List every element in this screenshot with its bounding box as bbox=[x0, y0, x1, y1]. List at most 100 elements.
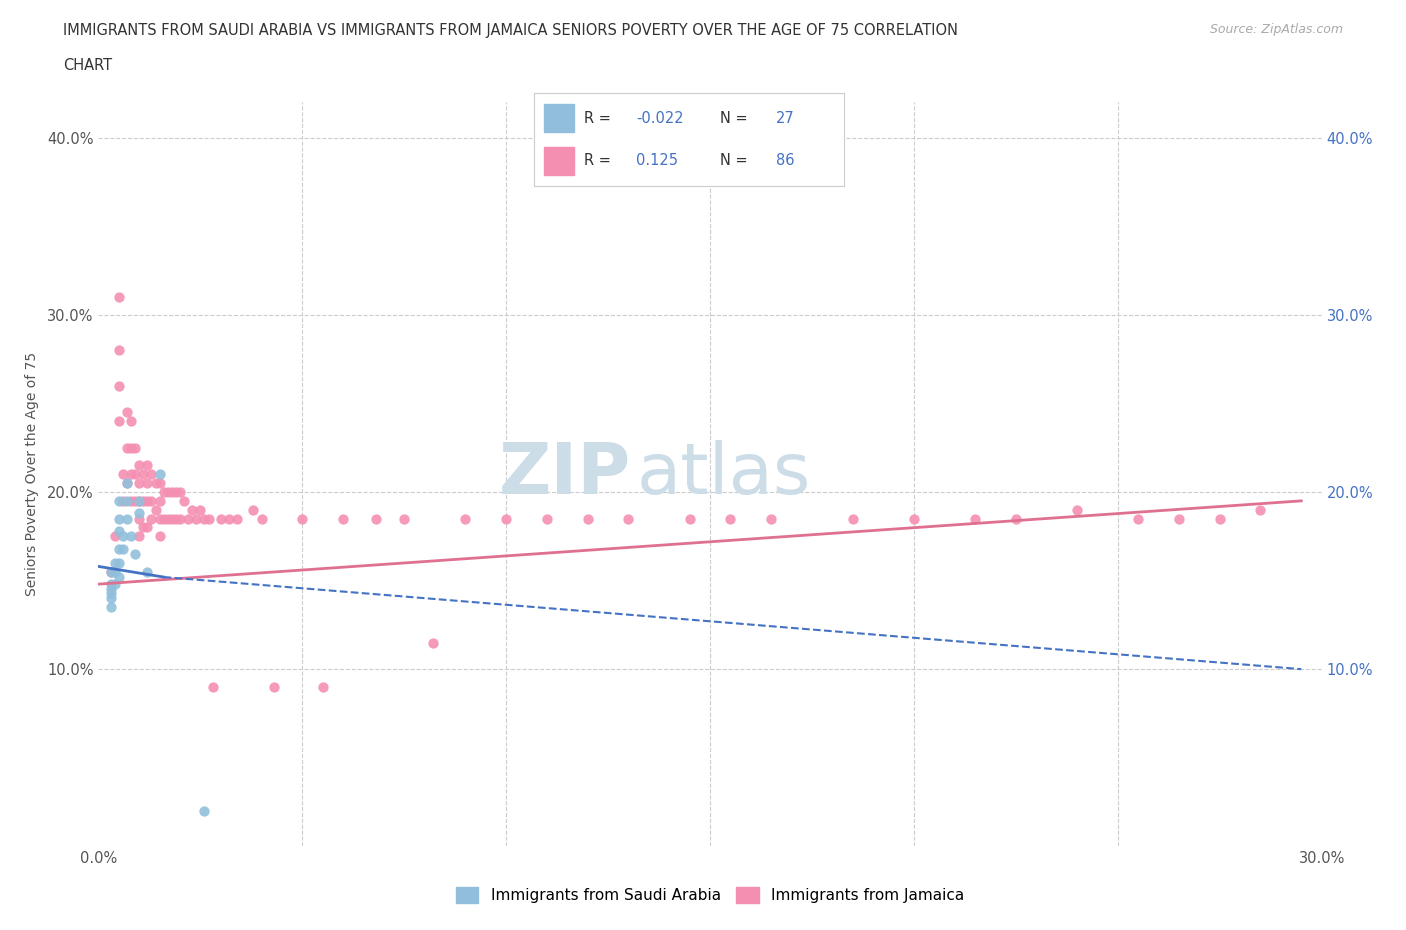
Point bbox=[132, 520, 155, 535]
Point bbox=[108, 524, 131, 538]
Text: N =: N = bbox=[720, 111, 752, 126]
Point bbox=[120, 467, 142, 482]
Point bbox=[111, 494, 134, 509]
Point bbox=[149, 529, 172, 544]
Point bbox=[136, 494, 159, 509]
Point bbox=[145, 476, 167, 491]
Point bbox=[165, 512, 187, 526]
Point bbox=[173, 494, 195, 509]
Point bbox=[141, 512, 163, 526]
Point bbox=[761, 512, 783, 526]
Point bbox=[332, 512, 354, 526]
Point bbox=[124, 467, 146, 482]
Point bbox=[149, 512, 172, 526]
Point bbox=[160, 512, 183, 526]
Point bbox=[100, 565, 122, 579]
Point bbox=[250, 512, 273, 526]
Text: ZIP: ZIP bbox=[498, 440, 630, 509]
Point bbox=[120, 440, 142, 455]
Text: CHART: CHART bbox=[63, 58, 112, 73]
Y-axis label: Seniors Poverty Over the Age of 75: Seniors Poverty Over the Age of 75 bbox=[24, 352, 38, 596]
Point bbox=[679, 512, 702, 526]
Point bbox=[111, 467, 134, 482]
Point bbox=[120, 529, 142, 544]
Point bbox=[197, 512, 219, 526]
Point bbox=[115, 476, 138, 491]
Point bbox=[141, 494, 163, 509]
Point bbox=[111, 541, 134, 556]
Point bbox=[128, 529, 150, 544]
Point bbox=[1249, 502, 1271, 517]
Point bbox=[100, 591, 122, 605]
Point bbox=[152, 512, 174, 526]
Point bbox=[108, 541, 131, 556]
Point bbox=[136, 520, 159, 535]
Point bbox=[209, 512, 232, 526]
Text: 86: 86 bbox=[776, 153, 794, 168]
Point bbox=[720, 512, 742, 526]
Point bbox=[115, 494, 138, 509]
Point bbox=[128, 512, 150, 526]
Point bbox=[149, 476, 172, 491]
Point bbox=[181, 502, 204, 517]
Point bbox=[108, 569, 131, 584]
Text: R =: R = bbox=[583, 111, 616, 126]
Point bbox=[145, 502, 167, 517]
Point bbox=[152, 485, 174, 499]
Point bbox=[115, 405, 138, 419]
Point bbox=[291, 512, 314, 526]
Point bbox=[149, 494, 172, 509]
Point bbox=[965, 512, 987, 526]
Point bbox=[120, 494, 142, 509]
Point bbox=[218, 512, 240, 526]
Point bbox=[108, 379, 131, 393]
Text: IMMIGRANTS FROM SAUDI ARABIA VS IMMIGRANTS FROM JAMAICA SENIORS POVERTY OVER THE: IMMIGRANTS FROM SAUDI ARABIA VS IMMIGRAN… bbox=[63, 23, 959, 38]
Point bbox=[392, 512, 416, 526]
Point bbox=[1128, 512, 1150, 526]
Point bbox=[576, 512, 599, 526]
Point bbox=[100, 577, 122, 591]
FancyBboxPatch shape bbox=[544, 104, 575, 132]
Point bbox=[422, 635, 444, 650]
Point bbox=[100, 582, 122, 597]
Text: R =: R = bbox=[583, 153, 616, 168]
Point bbox=[226, 512, 249, 526]
Point bbox=[108, 290, 131, 305]
FancyBboxPatch shape bbox=[544, 147, 575, 175]
Point bbox=[186, 512, 208, 526]
Point bbox=[169, 485, 191, 499]
Point bbox=[124, 547, 146, 562]
Text: 0.125: 0.125 bbox=[637, 153, 678, 168]
Point bbox=[104, 577, 127, 591]
Point bbox=[177, 512, 200, 526]
Point bbox=[100, 586, 122, 601]
Point bbox=[1066, 502, 1088, 517]
Point bbox=[128, 494, 150, 509]
Point bbox=[454, 512, 477, 526]
Point bbox=[495, 512, 517, 526]
Point bbox=[136, 476, 159, 491]
Point bbox=[312, 680, 335, 695]
Point bbox=[104, 565, 127, 579]
Point bbox=[128, 458, 150, 472]
Point bbox=[136, 565, 159, 579]
Point bbox=[160, 485, 183, 499]
Point bbox=[115, 512, 138, 526]
Point bbox=[193, 804, 215, 818]
Point bbox=[165, 485, 187, 499]
Point bbox=[193, 512, 215, 526]
Point bbox=[108, 512, 131, 526]
Point bbox=[124, 440, 146, 455]
Point bbox=[1004, 512, 1026, 526]
Point bbox=[149, 467, 172, 482]
Point bbox=[841, 512, 863, 526]
Point bbox=[536, 512, 558, 526]
Point bbox=[263, 680, 285, 695]
Point bbox=[364, 512, 387, 526]
Point bbox=[104, 555, 127, 570]
Point bbox=[903, 512, 925, 526]
Point bbox=[1209, 512, 1232, 526]
Point bbox=[104, 529, 127, 544]
Point bbox=[115, 440, 138, 455]
Text: Source: ZipAtlas.com: Source: ZipAtlas.com bbox=[1209, 23, 1343, 36]
